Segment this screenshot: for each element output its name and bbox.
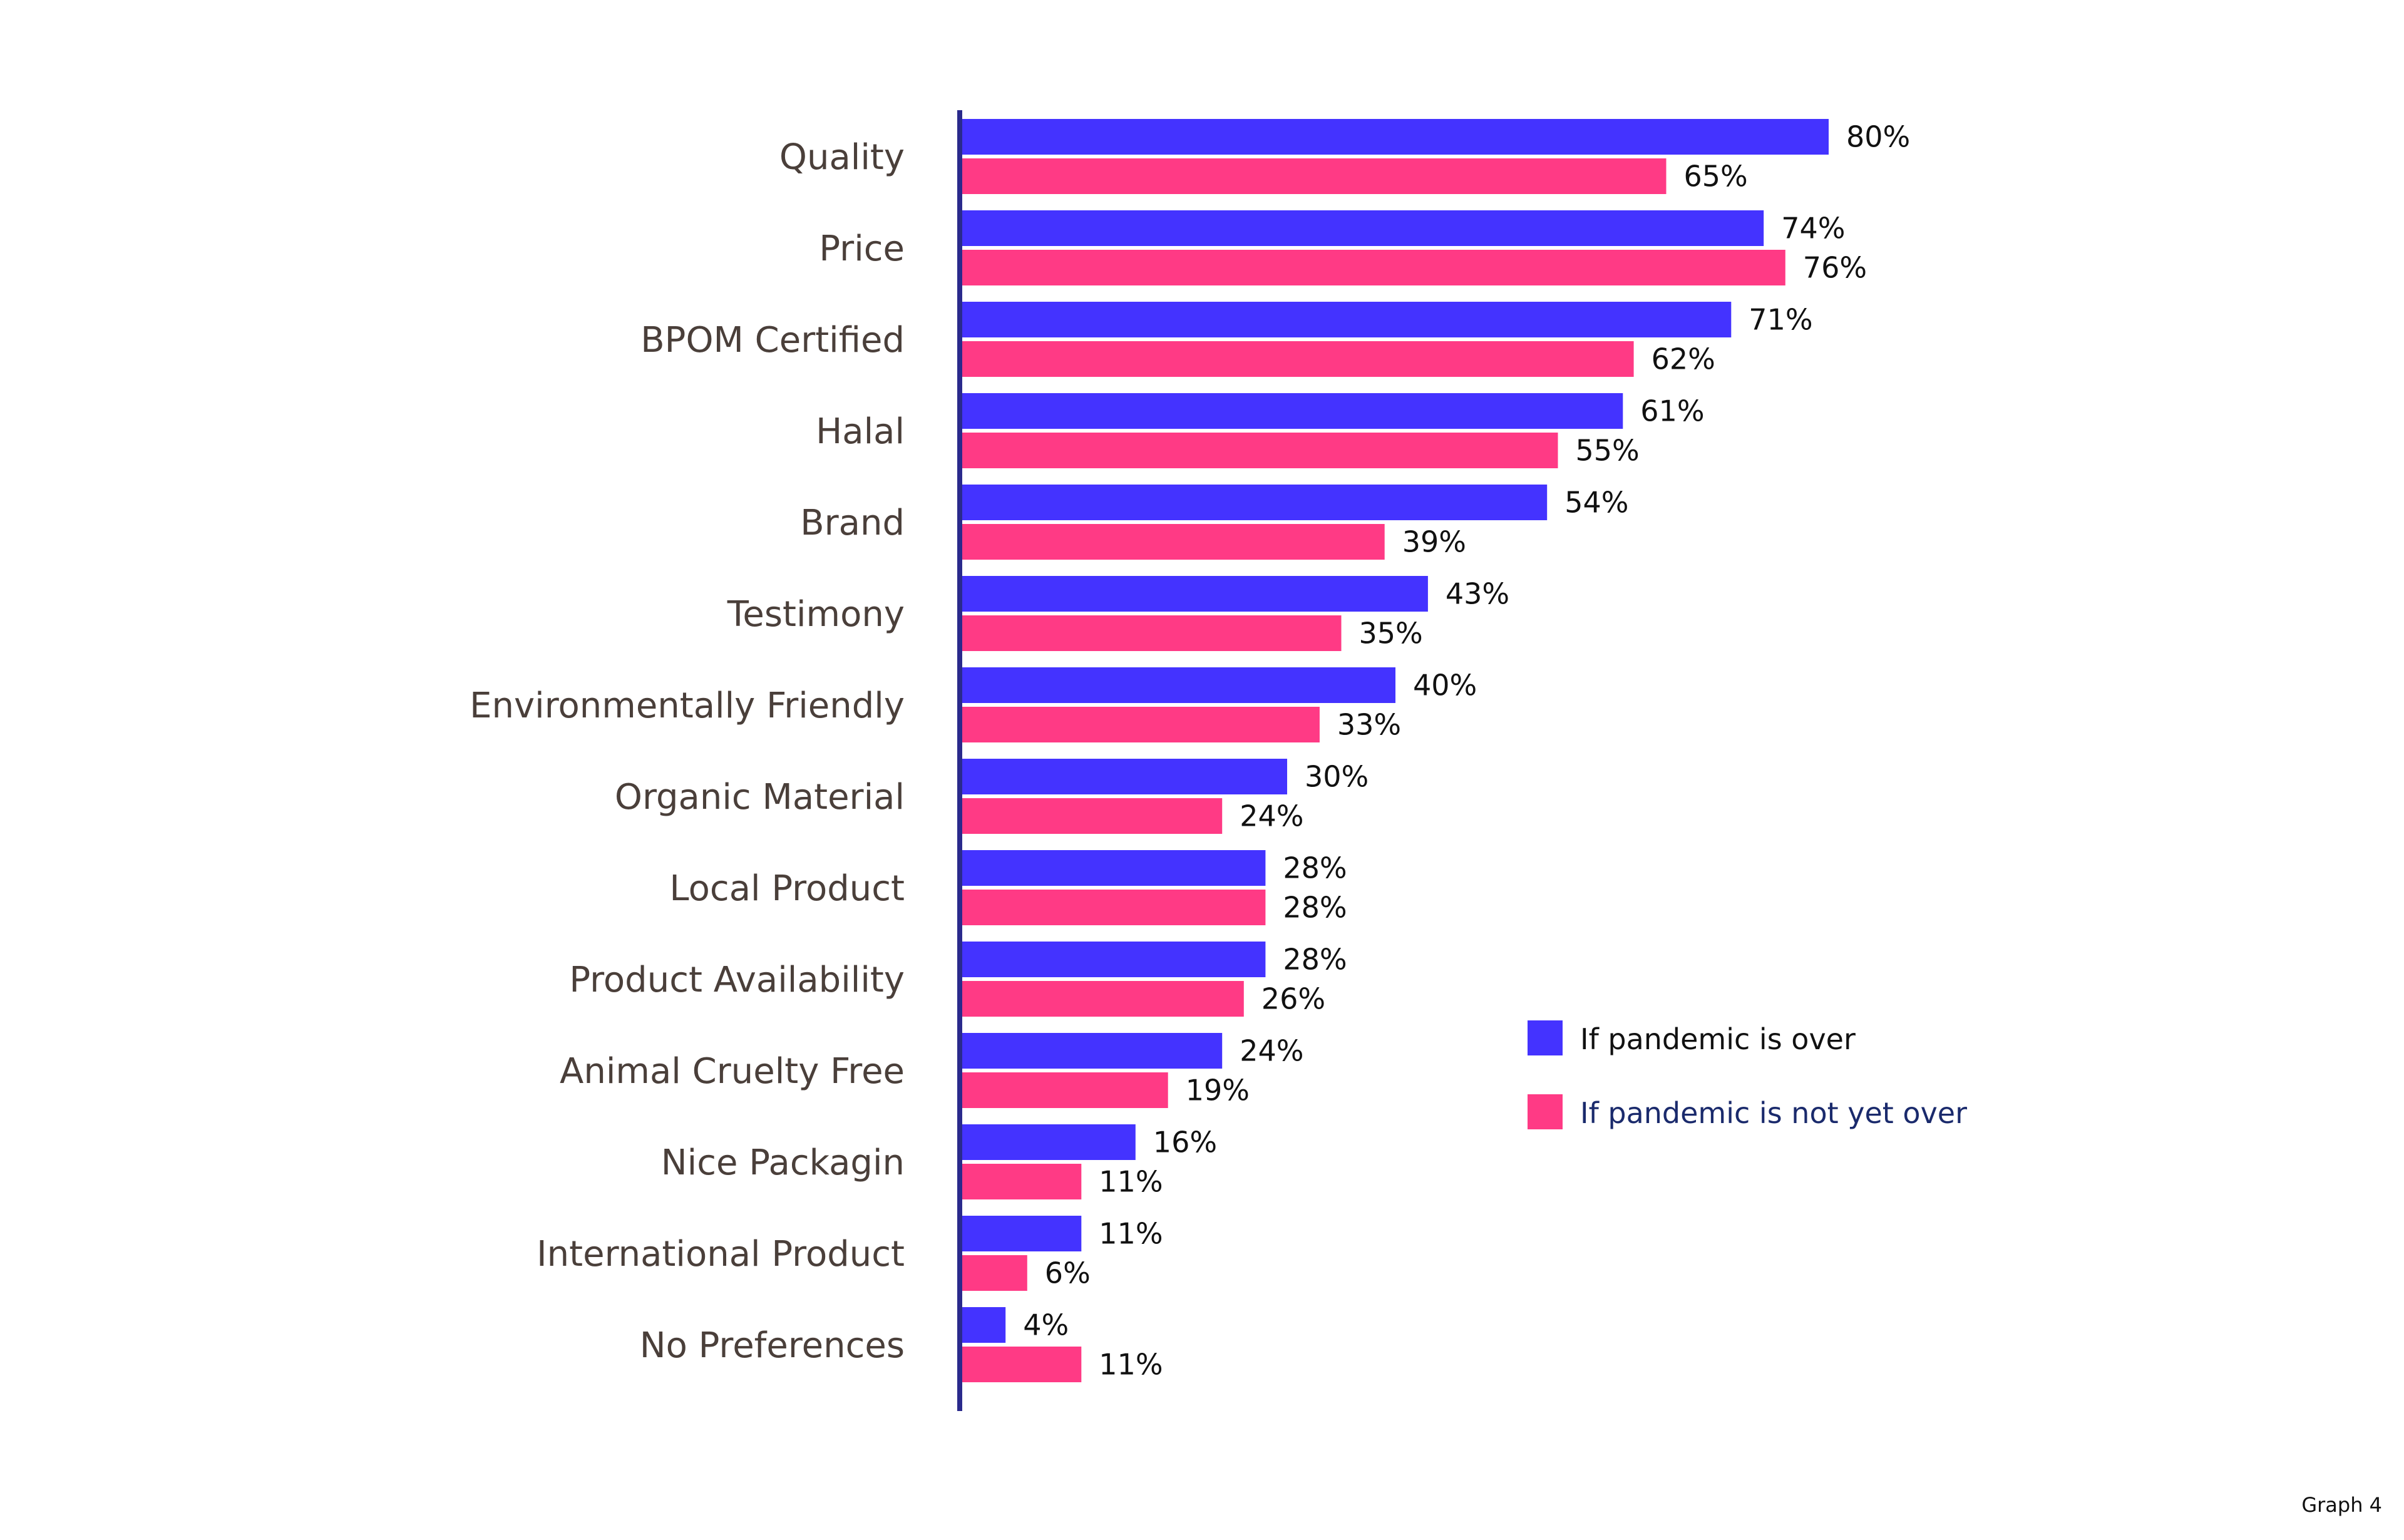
value-label-brand-series-1: 54% (1564, 486, 1628, 520)
bar-local-product-series-1 (962, 850, 1266, 886)
category-label-organic-material: Organic Material (615, 777, 905, 818)
bar-no-preferences-series-2 (962, 1347, 1082, 1382)
bar-price-series-1 (962, 210, 1764, 246)
graph-caption: Graph 4 (2301, 1493, 2382, 1517)
value-label-environmentally-friendly-series-2: 33% (1337, 708, 1401, 742)
value-label-price-series-1: 74% (1781, 212, 1845, 245)
bar-international-product-series-1 (962, 1216, 1082, 1251)
bar-international-product-series-2 (962, 1255, 1027, 1291)
value-label-animal-cruelty-free-series-1: 24% (1240, 1034, 1303, 1068)
bar-quality-series-1 (962, 119, 1829, 155)
value-label-international-product-series-2: 6% (1045, 1256, 1091, 1290)
legend-label-series-2: If pandemic is not yet over (1580, 1096, 1967, 1130)
category-label-quality: Quality (779, 137, 905, 178)
bar-nice-packagin-series-1 (962, 1124, 1136, 1160)
category-label-brand: Brand (800, 503, 905, 543)
bar-brand-series-1 (962, 485, 1548, 520)
category-label-price: Price (819, 228, 905, 269)
value-label-no-preferences-series-2: 11% (1099, 1348, 1163, 1382)
value-label-halal-series-2: 55% (1576, 434, 1640, 468)
value-label-product-availability-series-1: 28% (1283, 943, 1347, 977)
bar-product-availability-series-2 (962, 981, 1244, 1017)
value-label-nice-packagin-series-1: 16% (1153, 1126, 1217, 1159)
value-label-organic-material-series-2: 24% (1240, 799, 1303, 833)
category-label-no-preferences: No Preferences (640, 1325, 905, 1366)
category-label-product-availability: Product Availability (569, 960, 905, 1000)
bar-environmentally-friendly-series-1 (962, 667, 1395, 703)
bar-bpom-certified-series-2 (962, 341, 1634, 377)
bar-product-availability-series-1 (962, 942, 1266, 977)
value-label-no-preferences-series-1: 4% (1023, 1308, 1069, 1342)
bar-animal-cruelty-free-series-1 (962, 1033, 1223, 1069)
bar-price-series-2 (962, 250, 1785, 285)
category-label-bpom-certified: BPOM Certified (640, 320, 905, 361)
value-label-product-availability-series-2: 26% (1261, 982, 1325, 1016)
value-label-local-product-series-2: 28% (1283, 891, 1347, 925)
bar-organic-material-series-2 (962, 798, 1223, 834)
bar-testimony-series-2 (962, 615, 1342, 651)
category-label-testimony: Testimony (727, 594, 905, 635)
legend-swatch-series-1 (1528, 1020, 1563, 1055)
bars-group (962, 119, 1829, 1382)
category-labels-group: Quality Price BPOM Certified Halal Brand Test… (470, 137, 905, 1366)
value-labels-group: 80% 65% 74% 76% 71% 62% 61%55% 54% 39% 43% 35% 40% 3… (1023, 120, 1910, 1382)
bar-local-product-series-2 (962, 890, 1266, 925)
bar-no-preferences-series-1 (962, 1307, 1006, 1343)
value-label-bpom-certified-series-1: 71% (1749, 303, 1812, 337)
category-label-environmentally-friendly: Environmentally Friendly (470, 685, 905, 726)
value-label-environmentally-friendly-series-1: 40% (1413, 669, 1477, 702)
category-label-international-product: International Product (537, 1234, 905, 1275)
bar-halal-series-2 (962, 433, 1558, 468)
legend-swatch-series-2 (1528, 1094, 1563, 1129)
legend-label-series-1: If pandemic is over (1580, 1022, 1856, 1056)
bar-nice-packagin-series-2 (962, 1164, 1082, 1199)
value-label-testimony-series-2: 35% (1359, 617, 1423, 650)
bar-brand-series-2 (962, 524, 1385, 560)
legend: If pandemic is over If pandemic is not ye… (1528, 1020, 1967, 1130)
bar-halal-series-1 (962, 393, 1623, 429)
category-label-halal: Halal (816, 411, 905, 452)
value-label-quality-series-1: 80% (1846, 120, 1910, 154)
value-label-brand-series-2: 39% (1402, 525, 1466, 559)
value-label-price-series-2: 76% (1803, 251, 1867, 285)
bar-animal-cruelty-free-series-2 (962, 1072, 1168, 1108)
value-label-local-product-series-1: 28% (1283, 851, 1347, 885)
bar-bpom-certified-series-1 (962, 302, 1732, 337)
value-label-bpom-certified-series-2: 62% (1651, 342, 1715, 376)
category-label-animal-cruelty-free: Animal Cruelty Free (560, 1051, 905, 1092)
value-label-organic-material-series-1: 30% (1305, 760, 1369, 794)
value-label-animal-cruelty-free-series-2: 19% (1186, 1074, 1250, 1107)
value-label-halal-series-1: 61% (1640, 394, 1704, 428)
value-label-international-product-series-1: 11% (1099, 1217, 1163, 1251)
bar-environmentally-friendly-series-2 (962, 707, 1320, 742)
value-label-quality-series-2: 65% (1684, 160, 1748, 193)
category-label-nice-packagin: Nice Packagin (661, 1142, 905, 1183)
bar-quality-series-2 (962, 158, 1667, 194)
value-label-nice-packagin-series-2: 11% (1099, 1165, 1163, 1199)
value-label-testimony-series-1: 43% (1446, 577, 1509, 611)
bar-testimony-series-1 (962, 576, 1428, 612)
bar-organic-material-series-1 (962, 759, 1287, 794)
category-label-local-product: Local Product (669, 868, 905, 909)
